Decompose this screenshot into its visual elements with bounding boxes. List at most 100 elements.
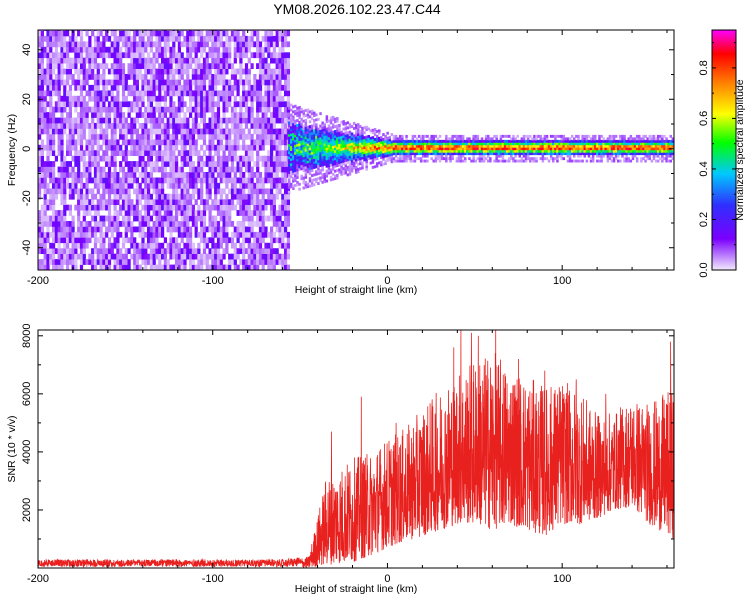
spectrogram-cell — [336, 127, 339, 130]
spectrogram-cell — [135, 259, 139, 265]
spectrogram-cell — [38, 221, 42, 227]
spectrogram-cell — [180, 144, 184, 151]
spectrogram-cell — [82, 166, 86, 173]
spectrogram-cell — [133, 123, 137, 129]
spectrogram-cell — [518, 142, 521, 146]
spectrogram-cell — [489, 137, 492, 141]
spectrogram-cell — [133, 35, 137, 42]
spectrogram-cell — [487, 142, 490, 146]
spectrogram-cell — [422, 139, 425, 143]
spectrogram-cell — [264, 248, 268, 254]
spectrogram-cell — [331, 133, 335, 137]
spectrogram-cell — [275, 172, 279, 178]
spectrogram-cell — [144, 215, 148, 222]
spectrogram-cell — [250, 199, 254, 205]
spectrogram-cell — [200, 259, 204, 265]
spectrogram-cell — [230, 221, 235, 227]
spectrogram-cell — [228, 46, 232, 53]
spectrogram-cell — [105, 172, 109, 178]
spectrogram-cell — [91, 199, 95, 205]
spectrogram-cell — [336, 156, 339, 160]
spectrogram-cell — [270, 166, 274, 173]
spectrogram-cell — [401, 159, 404, 163]
spectrogram-cell — [46, 63, 50, 69]
spectrogram-cell — [310, 129, 314, 133]
spectrogram-cell — [447, 152, 450, 156]
spectrogram-cell — [110, 161, 114, 167]
spectrogram-cell — [155, 215, 159, 222]
spectrogram-cell — [52, 172, 56, 178]
spectrogram-cell — [149, 155, 153, 162]
spectrogram-cell — [82, 106, 86, 113]
spectrogram-cell — [79, 204, 84, 211]
spectrogram-cell — [357, 125, 360, 129]
spectrogram-cell — [191, 166, 195, 173]
spectrogram-cell — [340, 145, 343, 149]
spectrogram-cell — [161, 57, 165, 64]
spectrogram-cell — [127, 248, 131, 254]
spectrogram-cell — [149, 248, 153, 254]
spectrogram-cell — [531, 147, 534, 151]
spectrogram-cell — [77, 199, 81, 205]
spectrogram-cell — [155, 242, 159, 249]
spectrogram-cell — [286, 264, 290, 270]
spectrogram-cell — [313, 131, 316, 135]
spectrogram-cell — [493, 152, 496, 156]
spectrogram-cell — [287, 176, 291, 179]
spectrogram-cell — [290, 143, 293, 147]
spectrogram-cell — [256, 166, 260, 173]
spectrogram-cell — [40, 52, 44, 59]
spectrogram-cell — [71, 193, 75, 200]
spectrogram-cell — [535, 134, 538, 138]
spectrogram-cell — [130, 166, 134, 173]
spectrogram-cell — [275, 112, 279, 118]
spectrogram-cell — [158, 166, 162, 173]
spectrogram-cell — [239, 63, 243, 69]
spectrogram-cell — [54, 259, 58, 265]
spectrogram-cell — [214, 128, 218, 135]
spectrogram-cell — [202, 248, 207, 254]
spectrogram-cell — [141, 84, 145, 91]
spectrogram-cell — [344, 129, 347, 133]
spectrogram-cell — [208, 30, 212, 37]
spectrogram-cell — [197, 253, 201, 260]
spectrogram-cell — [304, 146, 308, 150]
spectrogram-cell — [82, 84, 86, 91]
spectrogram-cell — [177, 242, 181, 249]
spectrogram-cell — [91, 128, 95, 135]
spectrogram-cell — [216, 46, 221, 53]
spectrogram-cell — [43, 221, 47, 227]
spectrogram-cell — [43, 182, 47, 189]
spectrogram-cell — [189, 161, 193, 167]
spectrogram-cell — [258, 46, 263, 53]
spectrogram-cell — [388, 143, 391, 147]
spectrogram-cell — [225, 133, 229, 140]
spectrogram-cell — [63, 57, 67, 64]
spectrogram-cell — [281, 237, 285, 244]
spectrogram-cell — [261, 259, 265, 265]
spectrogram-cell — [91, 139, 95, 146]
spectrogram-cell — [455, 144, 459, 148]
spectrogram-cell — [219, 237, 223, 244]
spectrogram-cell — [175, 30, 179, 37]
spectrogram-cell — [267, 177, 271, 184]
spectrogram-cell — [253, 74, 257, 80]
spectrogram-cell — [253, 41, 257, 48]
spectrogram-cell — [191, 144, 195, 151]
spectrogram-cell — [294, 164, 297, 168]
spectrogram-cell — [43, 172, 47, 178]
spectrogram-cell — [298, 163, 301, 166]
spectrogram-cell — [413, 149, 417, 153]
spectrogram-cell — [319, 179, 322, 182]
spectrogram-cell — [304, 173, 308, 177]
spectrogram-cell — [107, 172, 112, 178]
spectrogram-cell — [443, 152, 446, 156]
spectrogram-cell — [411, 144, 415, 148]
spectrogram-cell — [233, 204, 237, 211]
spectrogram-cell — [141, 57, 145, 64]
spectrogram-cell — [242, 30, 246, 37]
spectrogram-cell — [541, 159, 545, 163]
spectrogram-cell — [253, 253, 257, 260]
spectrogram-cell — [85, 193, 89, 200]
spectrogram-cell — [233, 177, 237, 184]
